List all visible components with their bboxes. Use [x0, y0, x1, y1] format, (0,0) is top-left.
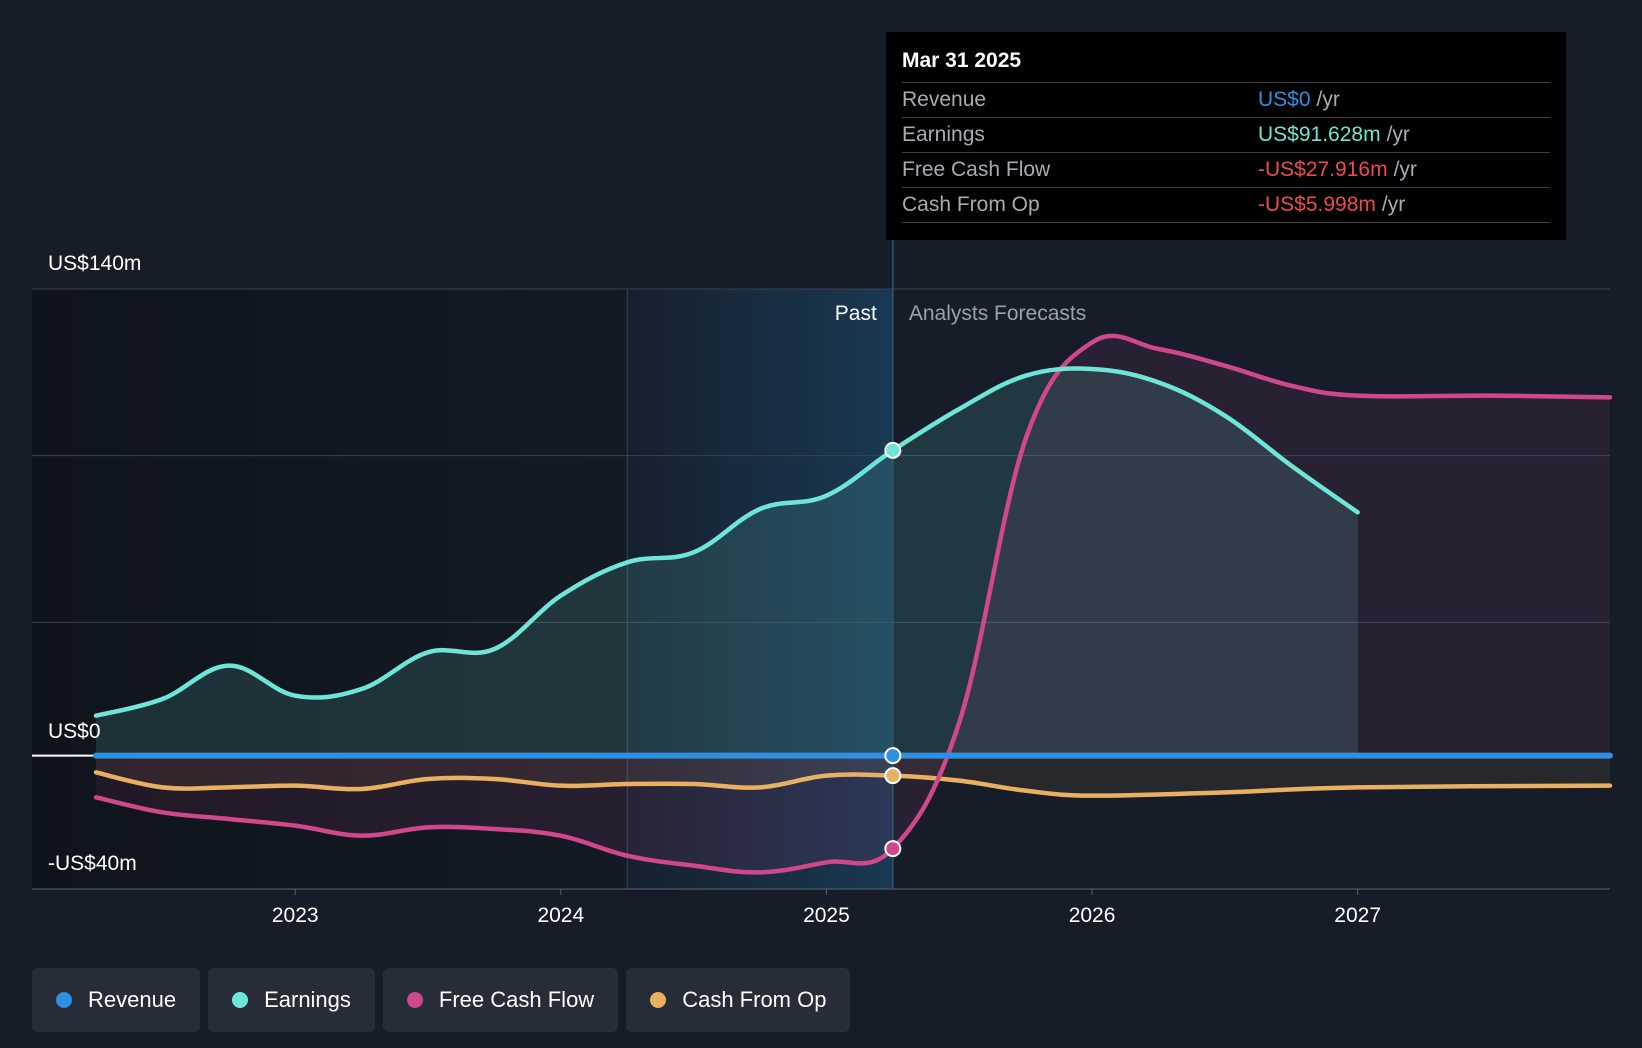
legend-item-earnings[interactable]: Earnings — [208, 968, 375, 1032]
tooltip-value: -US$5.998m — [1258, 193, 1376, 216]
legend-label: Earnings — [264, 987, 351, 1012]
cash-from-op-dot-icon — [650, 992, 667, 1008]
legend-label: Revenue — [88, 987, 177, 1012]
x-tick-label: 2024 — [537, 904, 584, 927]
tooltip-value: -US$27.916m — [1258, 158, 1388, 181]
x-tick-label: 2027 — [1334, 904, 1381, 927]
tooltip-label: Free Cash Flow — [902, 158, 1051, 181]
tooltip-unit: /yr — [1386, 123, 1410, 146]
tooltip-value: US$0 — [1258, 88, 1311, 111]
legend-item-revenue[interactable]: Revenue — [32, 968, 201, 1032]
tooltip-label: Revenue — [902, 88, 987, 111]
y-label-bottom: -US$40m — [48, 852, 137, 875]
past-label: Past — [835, 302, 877, 325]
tooltip-unit: /yr — [1316, 88, 1340, 111]
tooltip-row: Free Cash Flow -US$27.916m/yr — [902, 152, 1550, 187]
x-tick-label: 2026 — [1069, 904, 1116, 927]
earnings-area — [96, 368, 1358, 756]
fcf-point — [884, 840, 902, 858]
fcf-area — [96, 335, 1610, 873]
forecast-label: Analysts Forecasts — [909, 302, 1086, 325]
y-label-top: US$140m — [48, 252, 142, 275]
tooltip-row: Revenue US$0/yr — [902, 82, 1550, 117]
legend-item-free-cash-flow[interactable]: Free Cash Flow — [382, 968, 619, 1032]
cfo-area — [96, 755, 1610, 796]
x-tick-label: 2025 — [803, 904, 850, 927]
x-tick-label: 2023 — [272, 904, 319, 927]
legend-item-cash-from-op[interactable]: Cash From Op — [626, 968, 851, 1032]
tooltip-label: Cash From Op — [902, 193, 1040, 216]
y-label-zero: US$0 — [48, 720, 101, 743]
earnings-dot-icon — [232, 992, 249, 1008]
tooltip-label: Earnings — [902, 123, 985, 146]
tooltip-row: Cash From Op -US$5.998m/yr — [902, 187, 1550, 223]
legend: Revenue Earnings Free Cash Flow Cash Fro… — [32, 968, 851, 1032]
tooltip: Mar 31 2025 Revenue US$0/yr Earnings US$… — [886, 32, 1566, 240]
tooltip-unit: /yr — [1381, 193, 1406, 216]
earnings-point — [884, 441, 902, 459]
free-cash-flow-dot-icon — [406, 992, 423, 1008]
legend-label: Free Cash Flow — [438, 987, 595, 1012]
revenue-dot-icon — [56, 992, 72, 1008]
tooltip-row: Earnings US$91.628m/yr — [902, 117, 1550, 152]
cfo-point — [884, 767, 902, 785]
fcf-line — [93, 333, 1613, 875]
tooltip-unit: /yr — [1393, 158, 1417, 181]
revenue-point — [884, 747, 902, 765]
tooltip-value: US$91.628m — [1258, 123, 1381, 146]
legend-label: Cash From Op — [682, 987, 827, 1012]
tooltip-date: Mar 31 2025 — [902, 49, 1022, 72]
earnings-line — [93, 366, 1360, 718]
cfo-line — [93, 770, 1613, 798]
